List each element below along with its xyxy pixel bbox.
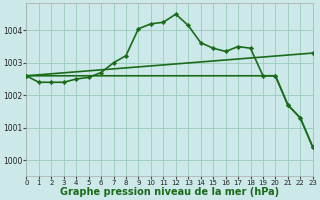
X-axis label: Graphe pression niveau de la mer (hPa): Graphe pression niveau de la mer (hPa)	[60, 187, 279, 197]
